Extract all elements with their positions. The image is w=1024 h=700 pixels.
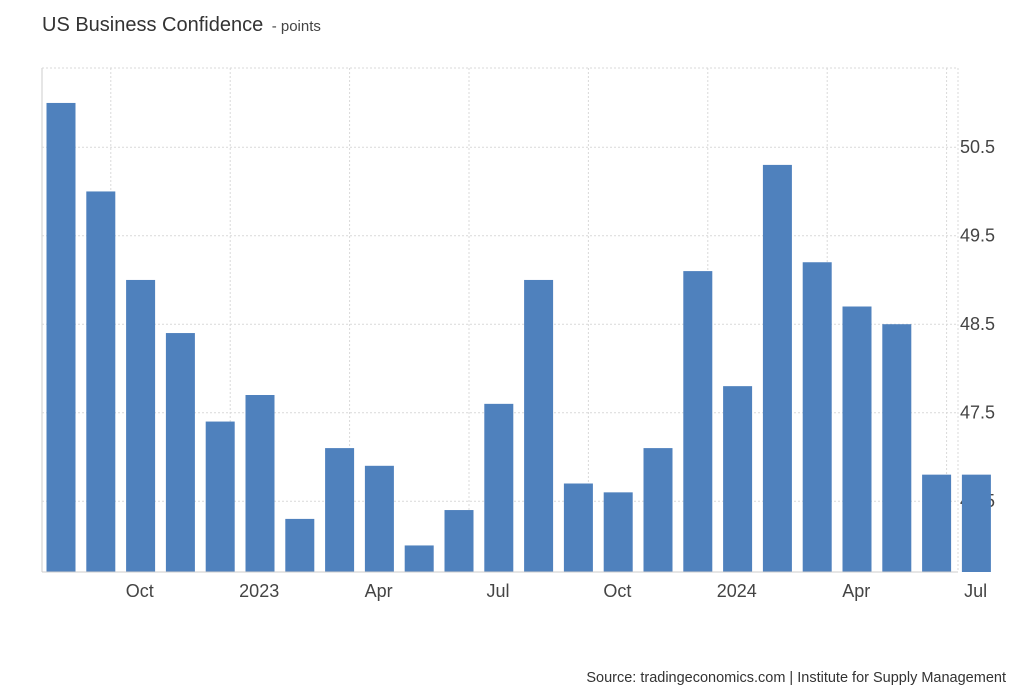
chart-title-text: US Business Confidence [42, 14, 264, 36]
chart-unit-label: - points [271, 18, 321, 35]
bar [922, 474, 952, 572]
bar [683, 271, 713, 572]
x-tick-label: Jul [964, 581, 987, 601]
bar [643, 448, 673, 572]
bar [165, 333, 195, 572]
bar [961, 474, 991, 572]
bar [404, 545, 434, 572]
bar [245, 395, 275, 572]
y-tick-label: 48.5 [960, 314, 995, 334]
chart-title: US Business Confidence - points [42, 14, 321, 37]
bar [86, 191, 116, 572]
x-tick-label: Apr [842, 581, 870, 601]
x-tick-label: Oct [603, 581, 631, 601]
x-tick-label: 2024 [717, 581, 757, 601]
bar [325, 448, 355, 572]
bar [762, 164, 792, 572]
bar [364, 465, 394, 572]
y-tick-label: 47.5 [960, 403, 995, 423]
x-tick-label: Apr [365, 581, 393, 601]
bar [444, 510, 474, 572]
x-tick-label: 2023 [239, 581, 279, 601]
y-tick-label: 50.5 [960, 137, 995, 157]
bar [563, 483, 593, 572]
bar [126, 279, 156, 572]
x-tick-label: Oct [126, 581, 154, 601]
bar [484, 403, 514, 572]
bar [524, 279, 554, 572]
bar-chart: 46.547.548.549.550.5Oct2023AprJulOct2024… [41, 67, 995, 601]
bar [723, 386, 753, 572]
bar [285, 518, 315, 572]
bar [205, 421, 235, 572]
source-credit: Source: tradingeconomics.com | Institute… [586, 670, 1006, 686]
x-tick-label: Jul [486, 581, 509, 601]
bar [603, 492, 633, 572]
bar [842, 306, 872, 572]
bar [802, 262, 832, 572]
bar [882, 324, 912, 572]
y-tick-label: 49.5 [960, 226, 995, 246]
bar [46, 102, 76, 572]
